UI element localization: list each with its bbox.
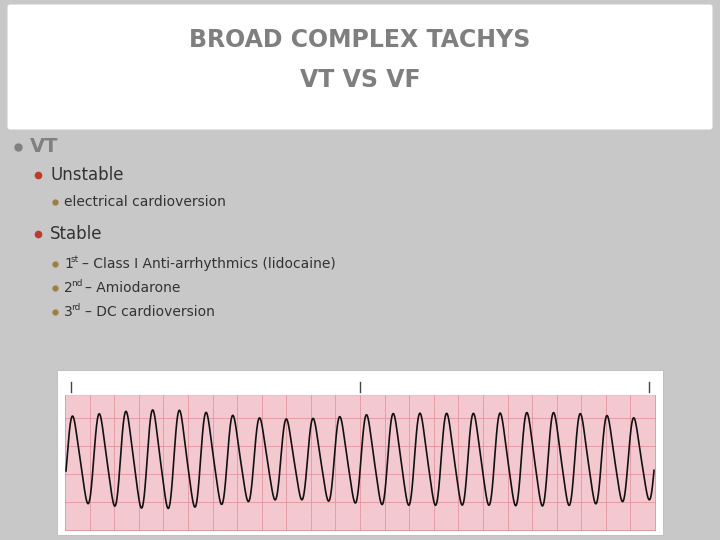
Text: Unstable: Unstable — [50, 166, 124, 184]
Text: st: st — [71, 255, 79, 265]
Text: VT: VT — [30, 138, 58, 157]
FancyBboxPatch shape — [57, 370, 663, 535]
Text: – Amiodarone: – Amiodarone — [85, 281, 181, 295]
Text: nd: nd — [71, 280, 83, 288]
Text: 2: 2 — [64, 281, 73, 295]
Text: VT VS VF: VT VS VF — [300, 68, 420, 92]
Text: BROAD COMPLEX TACHYS: BROAD COMPLEX TACHYS — [189, 28, 531, 52]
Text: – DC cardioversion: – DC cardioversion — [85, 305, 215, 319]
Text: – Class I Anti-arrhythmics (lidocaine): – Class I Anti-arrhythmics (lidocaine) — [82, 257, 336, 271]
FancyBboxPatch shape — [7, 4, 713, 130]
FancyBboxPatch shape — [65, 395, 655, 530]
Text: 1: 1 — [64, 257, 73, 271]
Text: rd: rd — [71, 303, 81, 313]
Text: Stable: Stable — [50, 225, 102, 243]
Text: 3: 3 — [64, 305, 73, 319]
Text: electrical cardioversion: electrical cardioversion — [64, 195, 226, 209]
